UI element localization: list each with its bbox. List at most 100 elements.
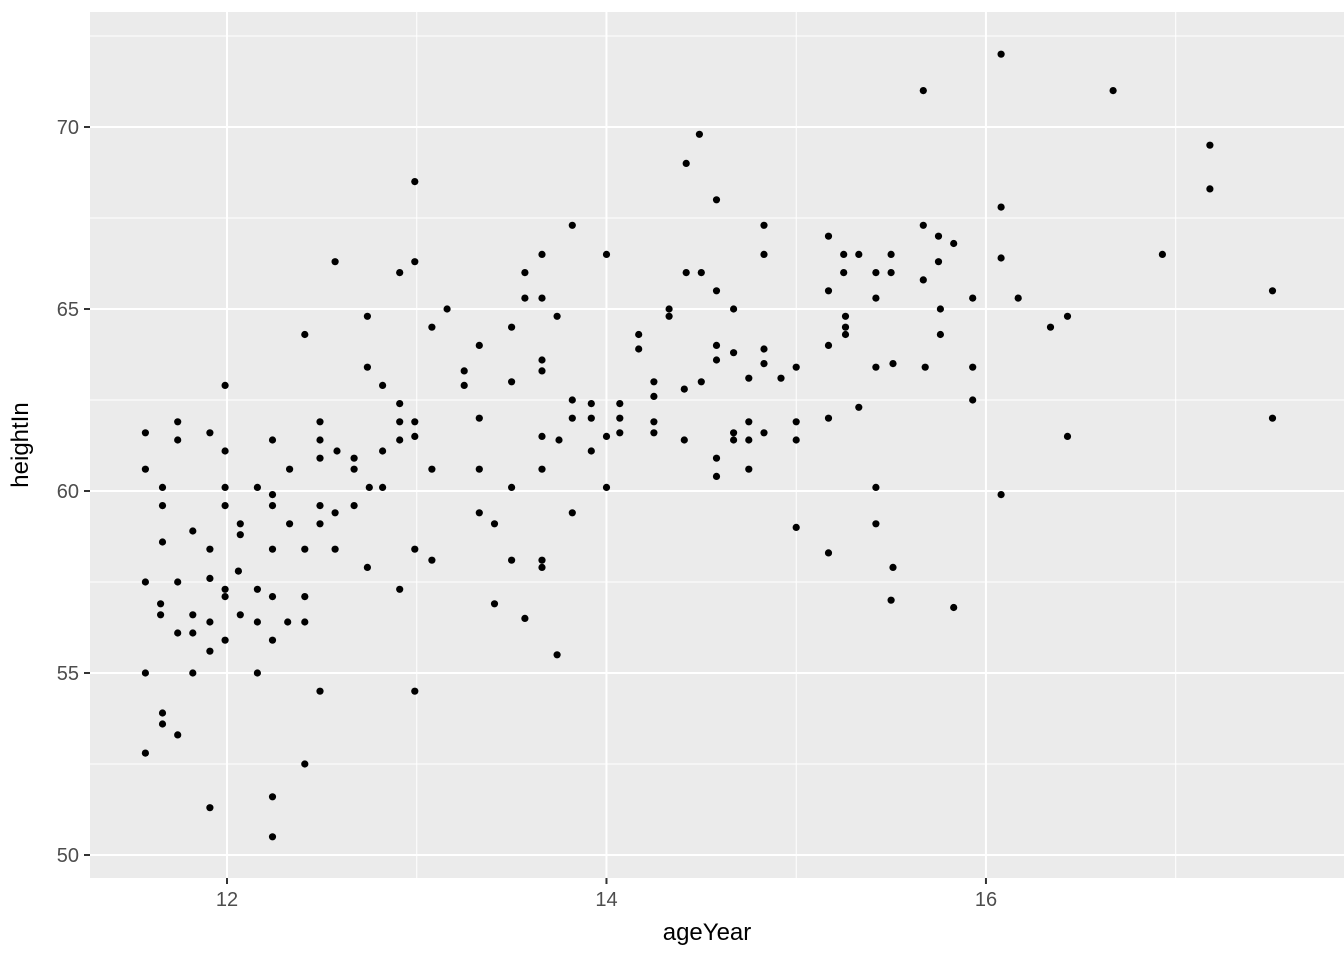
data-point	[365, 483, 373, 491]
data-point	[1063, 312, 1072, 320]
data-point	[1206, 185, 1214, 193]
data-point	[158, 483, 167, 491]
data-point	[538, 563, 546, 572]
data-point	[253, 483, 261, 491]
data-point	[650, 378, 658, 386]
data-point	[872, 269, 880, 277]
data-point	[635, 345, 643, 353]
data-point	[141, 465, 149, 473]
data-point	[221, 585, 229, 593]
data-point	[712, 472, 721, 480]
data-point	[824, 232, 833, 240]
data-point	[221, 502, 229, 510]
plot-panel	[90, 12, 1344, 878]
data-point	[730, 349, 738, 357]
data-point	[411, 687, 419, 695]
data-point	[777, 374, 785, 382]
data-point	[460, 367, 468, 375]
data-point	[174, 731, 182, 739]
data-point	[206, 647, 214, 655]
data-point	[695, 130, 704, 138]
data-point	[379, 381, 387, 389]
data-point	[508, 483, 516, 491]
data-point	[1109, 87, 1117, 95]
data-point	[174, 436, 182, 444]
data-point	[1268, 287, 1277, 295]
data-point	[712, 196, 721, 204]
data-point	[234, 567, 242, 575]
data-point	[158, 720, 167, 728]
data-point	[568, 414, 576, 422]
data-point	[331, 258, 339, 266]
data-point	[745, 465, 753, 473]
data-point	[189, 629, 197, 637]
data-point	[221, 483, 229, 491]
data-point	[268, 502, 277, 510]
data-point	[997, 50, 1005, 58]
data-point	[189, 611, 197, 619]
data-point	[587, 414, 595, 422]
data-point	[887, 596, 895, 604]
data-point	[855, 250, 863, 258]
data-point	[919, 87, 927, 95]
data-point	[680, 436, 688, 444]
data-point	[363, 363, 371, 371]
data-point	[665, 312, 673, 320]
data-point	[682, 159, 690, 167]
data-point	[316, 454, 324, 462]
data-point	[969, 396, 977, 404]
y-tick-label: 50	[57, 845, 79, 867]
data-point	[553, 312, 561, 320]
axis-ticks	[84, 125, 987, 884]
data-point	[236, 520, 244, 528]
data-point	[253, 669, 261, 677]
data-point	[508, 323, 516, 331]
data-point	[411, 418, 419, 426]
data-point	[316, 436, 324, 444]
data-point	[730, 436, 738, 444]
data-point	[745, 418, 753, 426]
data-point	[712, 287, 721, 295]
data-point	[745, 374, 753, 382]
data-point	[665, 305, 673, 313]
data-point	[189, 527, 197, 535]
data-point	[475, 509, 483, 517]
data-point	[841, 330, 850, 339]
data-point	[396, 436, 404, 444]
data-point	[921, 363, 929, 371]
data-point	[141, 749, 149, 757]
x-tick-label: 14	[595, 889, 617, 911]
data-point	[174, 629, 182, 637]
data-point	[538, 250, 546, 258]
data-point	[887, 250, 895, 258]
data-point	[760, 360, 768, 368]
data-point	[141, 578, 149, 586]
data-point	[1063, 432, 1072, 440]
data-point	[236, 531, 244, 539]
data-point	[538, 294, 546, 302]
data-point	[350, 465, 358, 473]
data-point	[997, 203, 1005, 211]
data-point	[792, 436, 800, 444]
data-point	[840, 250, 848, 258]
data-point	[521, 294, 529, 302]
data-point	[730, 429, 738, 437]
data-point	[316, 520, 324, 528]
data-point	[1268, 414, 1277, 422]
data-point	[730, 305, 738, 313]
data-point	[889, 360, 897, 368]
data-point	[268, 793, 277, 801]
data-point	[889, 563, 897, 572]
data-point	[950, 603, 958, 612]
data-point	[792, 363, 800, 371]
data-point	[475, 465, 483, 473]
data-point	[760, 250, 768, 258]
data-point	[616, 400, 624, 408]
data-point	[253, 618, 261, 626]
data-point	[363, 312, 371, 320]
data-point	[221, 593, 229, 601]
data-point	[1046, 323, 1055, 331]
data-point	[602, 250, 611, 258]
data-point	[568, 509, 576, 517]
